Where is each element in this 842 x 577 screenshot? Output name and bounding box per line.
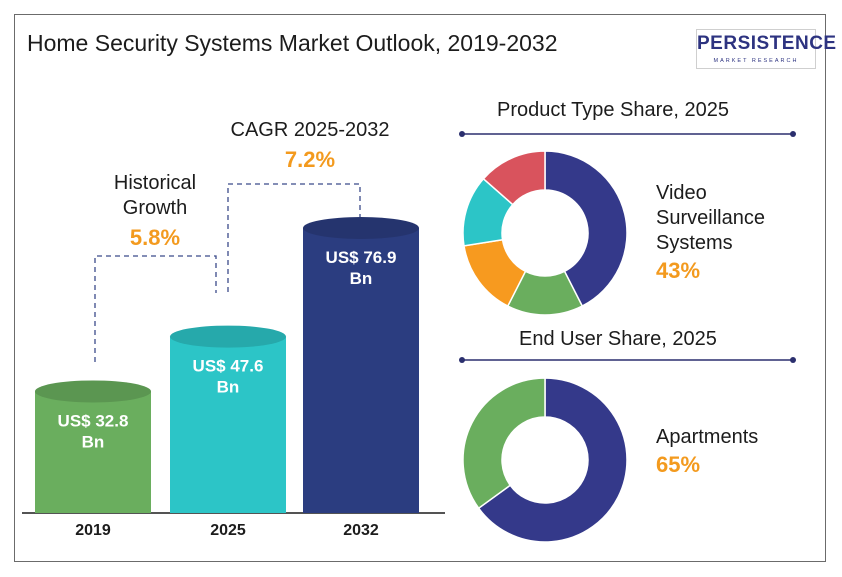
bar-2032 bbox=[303, 228, 419, 513]
bar-value-label-2019: US$ 32.8 bbox=[58, 411, 129, 430]
cagr-label: CAGR 2025-2032 7.2% bbox=[220, 118, 400, 172]
enduser-rule-dot-left bbox=[459, 357, 465, 363]
cagr-value: 7.2% bbox=[284, 147, 336, 172]
x-tick-2032: 2032 bbox=[343, 522, 379, 539]
product-highlight-value: 43% bbox=[656, 258, 701, 283]
end-user-slice-1 bbox=[462, 377, 546, 510]
product-type-slice-0 bbox=[544, 150, 628, 308]
enduser-highlight-label: Apartments bbox=[656, 426, 759, 448]
persistence-logo: PERSISTENCE MARKET RESEARCH bbox=[696, 29, 837, 69]
cagr-text: CAGR 2025-2032 bbox=[230, 119, 390, 141]
product-rule-dot-left bbox=[459, 131, 465, 137]
cagr-connector bbox=[227, 183, 361, 292]
logo-subtitle: MARKET RESEARCH bbox=[713, 58, 799, 64]
bar-value-unit-2032: Bn bbox=[350, 269, 373, 288]
product-type-slice-4 bbox=[482, 150, 546, 206]
product-rule-dot-right bbox=[790, 131, 796, 137]
x-tick-2025: 2025 bbox=[210, 522, 246, 539]
bar-top-2032 bbox=[303, 217, 419, 239]
enduser-rule-dot-right bbox=[790, 357, 796, 363]
historical-growth-connector bbox=[94, 255, 217, 362]
bar-value-label-2032: US$ 76.9 bbox=[326, 248, 397, 267]
historical-growth-text: Historical Growth bbox=[113, 172, 197, 219]
logo-word: PERSISTENCE bbox=[697, 33, 837, 54]
page-title: Home Security Systems Market Outlook, 20… bbox=[27, 30, 558, 56]
x-tick-2019: 2019 bbox=[75, 522, 111, 539]
enduser-highlight: Apartments 65% bbox=[656, 425, 796, 477]
product-highlight-label: Video Surveillance Systems bbox=[656, 182, 765, 254]
bar-2025 bbox=[170, 336, 286, 513]
end-user-title: End User Share, 2025 bbox=[519, 328, 717, 350]
product-highlight: Video Surveillance Systems 43% bbox=[656, 181, 796, 283]
product-type-title: Product Type Share, 2025 bbox=[497, 99, 730, 121]
bar-top-2019 bbox=[35, 380, 151, 403]
historical-growth-value: 5.8% bbox=[129, 225, 181, 250]
bar-2019 bbox=[35, 391, 151, 513]
bar-value-label-2025: US$ 47.6 bbox=[193, 357, 264, 376]
bar-top-2025 bbox=[170, 325, 286, 348]
end-user-slice-0 bbox=[477, 377, 628, 543]
historical-growth-label: Historical Growth 5.8% bbox=[100, 171, 210, 250]
enduser-highlight-value: 65% bbox=[656, 452, 701, 477]
bar-value-unit-2025: Bn bbox=[217, 378, 240, 397]
bar-value-unit-2019: Bn bbox=[82, 432, 105, 451]
